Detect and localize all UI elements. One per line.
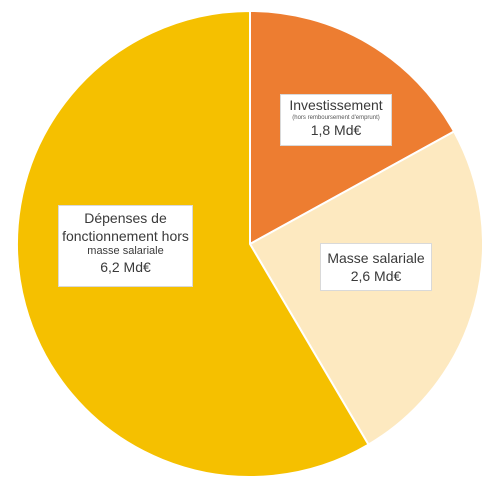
data-label-masse-salariale: Masse salariale 2,6 Md€: [320, 243, 432, 291]
label-depenses-line1: Dépenses de: [84, 210, 167, 226]
data-label-depenses-fonctionnement: Dépenses de fonctionnement hors masse sa…: [58, 205, 193, 287]
label-investissement-note: (hors remboursement d'emprunt): [292, 114, 380, 121]
label-masse-title: Masse salariale: [327, 250, 425, 266]
data-label-investissement: Investissement (hors remboursement d'emp…: [280, 94, 392, 146]
label-investissement-title: Investissement: [289, 97, 383, 113]
label-depenses-line3: masse salariale: [87, 245, 164, 257]
label-masse-value: 2,6 Md€: [350, 267, 402, 284]
label-depenses-value: 6,2 Md€: [100, 258, 151, 275]
label-investissement-value: 1,8 Md€: [310, 122, 362, 138]
label-depenses-line2: fonctionnement hors: [62, 227, 189, 244]
